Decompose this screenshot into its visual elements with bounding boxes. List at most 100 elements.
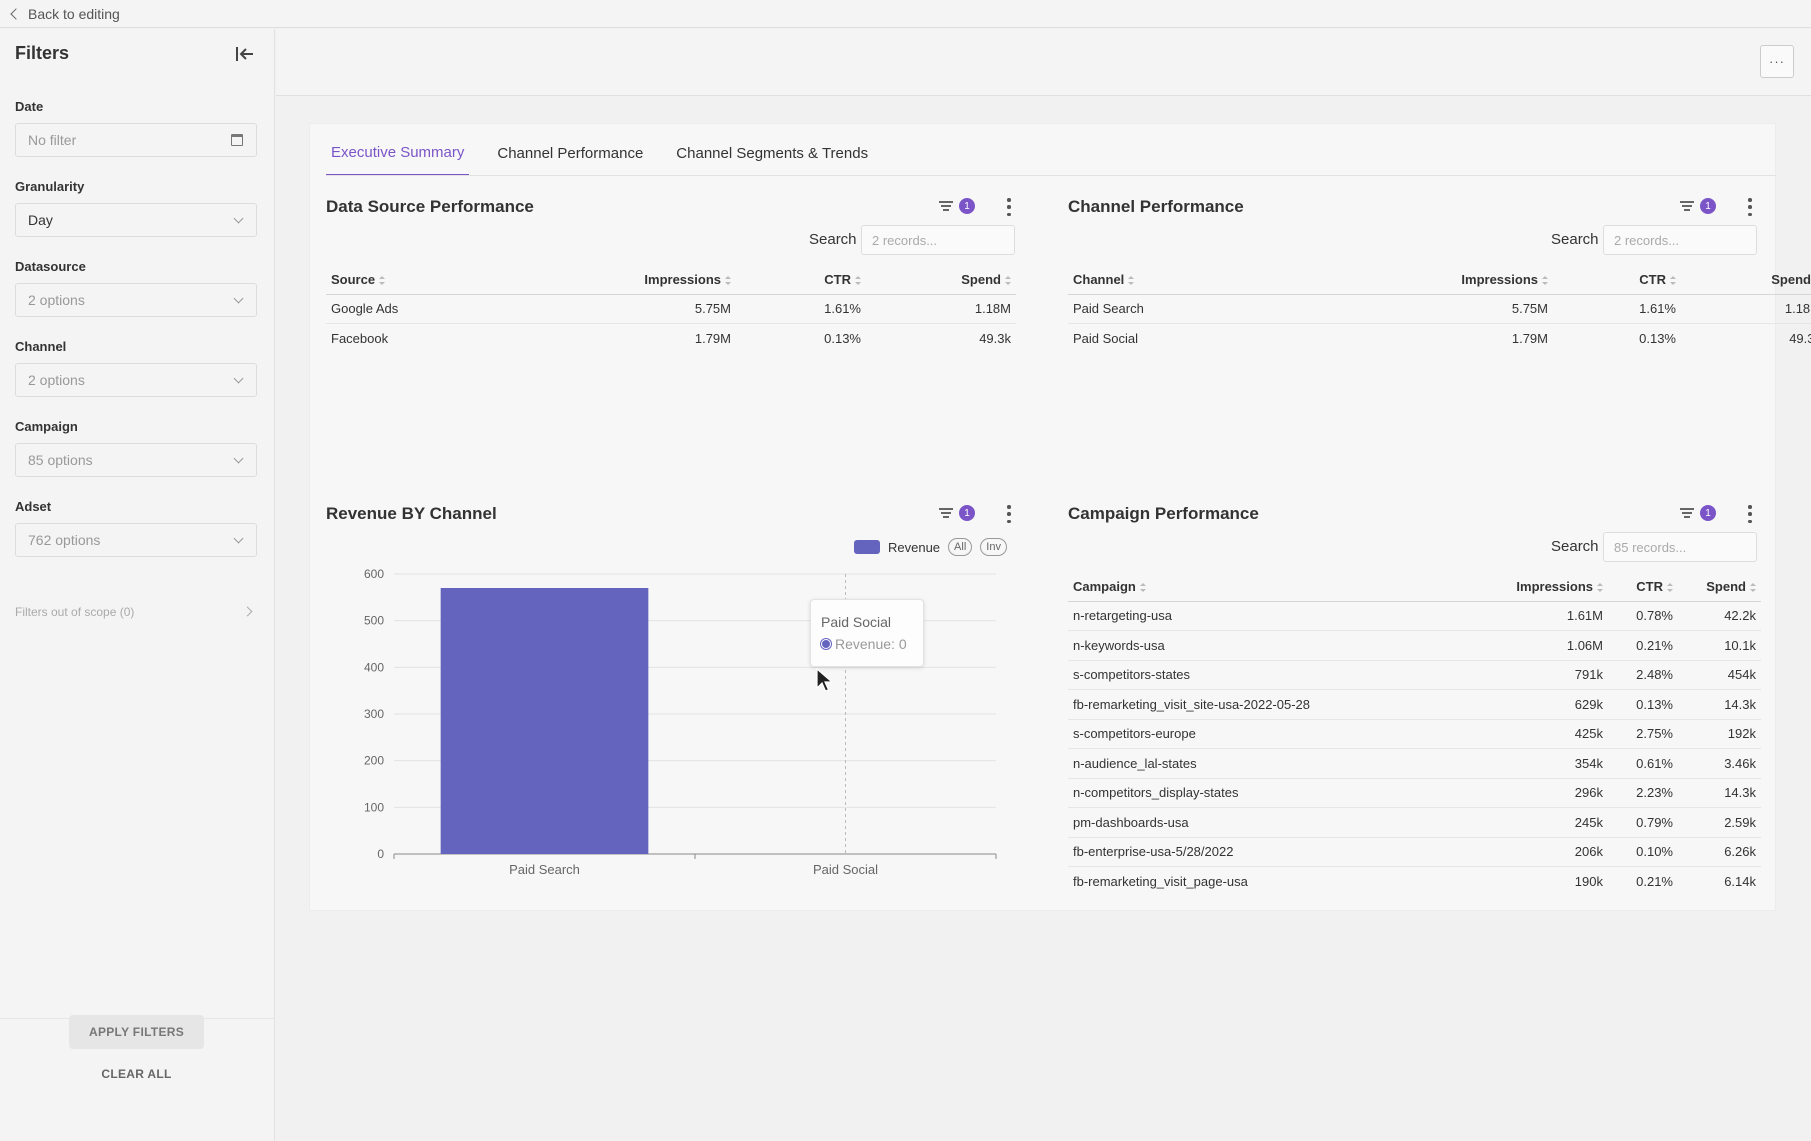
date-filter-input[interactable]: No filter	[15, 123, 257, 157]
data-source-menu-icon[interactable]	[1007, 198, 1011, 216]
tab-channel-segments-trends[interactable]: Channel Segments & Trends	[676, 144, 869, 162]
metric-cell: 245k	[1448, 807, 1608, 838]
metric-cell: 454k	[1678, 660, 1761, 690]
sort-icon	[1597, 582, 1603, 592]
campaign-menu-icon[interactable]	[1748, 505, 1752, 523]
metric-cell: 0.79%	[1608, 807, 1678, 838]
column-header-channel[interactable]: Channel	[1068, 265, 1328, 295]
table-row: fb-enterprise-usa-5/28/2022 206k 0.10% 6.26…	[1068, 837, 1761, 867]
channel-select[interactable]: 2 options	[15, 363, 257, 397]
sort-icon	[1128, 275, 1135, 285]
y-tick-label: 300	[364, 707, 384, 721]
legend-swatch-revenue[interactable]	[854, 540, 880, 554]
campaign-filter-indicator[interactable]: 1	[1680, 505, 1716, 521]
adset-select[interactable]: 762 options	[15, 523, 257, 557]
clear-all-button[interactable]: CLEAR ALL	[101, 1067, 172, 1081]
back-to-editing-link[interactable]: Back to editing	[8, 6, 120, 22]
filter-icon	[1680, 200, 1694, 212]
legend-label-revenue: Revenue	[888, 539, 941, 555]
chevron-left-icon	[10, 7, 22, 20]
chart-legend: Revenue All Inv	[854, 538, 1007, 556]
table-row: n-keywords-usa 1.06M 0.21% 10.1k	[1068, 630, 1761, 661]
tooltip-series-dot	[821, 639, 831, 649]
chart-tooltip: Paid Social Revenue: 0	[810, 599, 924, 667]
column-header-spend[interactable]: Spend	[1678, 572, 1761, 602]
table-row: fb-remarketing_visit_site-usa-2022-05-28…	[1068, 689, 1761, 720]
campaign-search-input[interactable]: 85 records...	[1603, 532, 1757, 562]
column-header-spend[interactable]: Spend	[866, 265, 1016, 295]
metric-cell: 791k	[1448, 660, 1608, 690]
campaign-select[interactable]: 85 options	[15, 443, 257, 477]
legend-all-button[interactable]: All	[948, 538, 973, 556]
column-header-campaign[interactable]: Campaign	[1068, 572, 1448, 602]
channel-filter-label: Channel	[15, 339, 67, 354]
sort-icon	[1670, 275, 1676, 285]
data-source-search-label: Search	[809, 231, 857, 248]
filters-out-of-scope[interactable]: Filters out of scope (0)	[15, 605, 255, 619]
metric-cell: 1.61M	[1448, 601, 1608, 631]
column-header-source[interactable]: Source	[326, 265, 556, 295]
y-tick-label: 200	[364, 754, 384, 768]
table-row: fb-remarketing_visit_page-usa 190k 0.21% 6.…	[1068, 867, 1761, 897]
channel-search-input[interactable]: 2 records...	[1603, 225, 1757, 255]
campaign-name-cell: n-keywords-usa	[1068, 630, 1448, 661]
column-header-ctr[interactable]: CTR	[1553, 265, 1681, 295]
tooltip-value: Revenue: 0	[835, 636, 907, 652]
metric-cell: 192k	[1678, 719, 1761, 749]
datasource-select[interactable]: 2 options	[15, 283, 257, 317]
table-row: s-competitors-europe 425k 2.75% 192k	[1068, 719, 1761, 749]
metric-cell: 6.26k	[1678, 837, 1761, 867]
adset-filter-label: Adset	[15, 499, 52, 514]
data-source-filter-indicator[interactable]: 1	[939, 198, 975, 214]
data-source-search-input[interactable]: 2 records...	[861, 225, 1015, 255]
revenue-by-channel-title: Revenue BY Channel	[326, 504, 497, 523]
revenue-menu-icon[interactable]	[1007, 505, 1011, 523]
data-source-table: Source Impressions CTR Spend Google Ads 5…	[326, 265, 1016, 353]
metric-cell: 2.23%	[1608, 778, 1678, 808]
back-label: Back to editing	[28, 5, 120, 22]
channel-performance-title: Channel Performance	[1068, 197, 1244, 216]
filter-icon	[1680, 507, 1694, 519]
sort-icon	[725, 275, 731, 285]
campaign-search-label: Search	[1551, 538, 1599, 555]
column-header-impressions[interactable]: Impressions	[1328, 265, 1553, 295]
column-header-impressions[interactable]: Impressions	[556, 265, 736, 295]
sort-icon	[379, 275, 386, 285]
column-header-ctr[interactable]: CTR	[736, 265, 866, 295]
channel-filter-indicator[interactable]: 1	[1680, 198, 1716, 214]
tabs-divider	[326, 175, 1776, 176]
metric-cell: 296k	[1448, 778, 1608, 808]
column-header-spend[interactable]: Spend	[1681, 265, 1811, 295]
top-bar: Back to editing	[0, 0, 1811, 28]
table-row: pm-dashboards-usa 245k 0.79% 2.59k	[1068, 807, 1761, 838]
table-row: Facebook 1.79M 0.13% 49.3k	[331, 331, 1011, 346]
chevron-down-icon	[233, 373, 244, 384]
y-tick-label: 400	[364, 660, 384, 674]
sort-icon	[1139, 582, 1146, 592]
collapse-sidebar-icon[interactable]	[234, 45, 254, 63]
channel-menu-icon[interactable]	[1748, 198, 1752, 216]
data-source-performance-title: Data Source Performance	[326, 197, 534, 216]
more-options-button[interactable]: ···	[1760, 45, 1794, 78]
metric-cell: 0.10%	[1608, 837, 1678, 867]
campaign-name-cell: fb-enterprise-usa-5/28/2022	[1068, 837, 1448, 867]
datasource-value: 2 options	[28, 292, 85, 308]
granularity-filter-label: Granularity	[15, 179, 85, 194]
column-header-ctr[interactable]: CTR	[1608, 572, 1678, 602]
chevron-down-icon	[233, 533, 244, 544]
metric-cell: 2.59k	[1678, 807, 1761, 838]
channel-search-label: Search	[1551, 231, 1599, 248]
revenue-filter-indicator[interactable]: 1	[939, 505, 975, 521]
tab-executive-summary[interactable]: Executive Summary	[326, 130, 470, 176]
tab-channel-performance[interactable]: Channel Performance	[497, 144, 644, 162]
metric-cell: 3.46k	[1678, 748, 1761, 779]
filter-icon	[939, 200, 953, 212]
metric-cell: 10.1k	[1678, 630, 1761, 661]
filter-count-badge: 1	[1700, 198, 1716, 214]
legend-invert-button[interactable]: Inv	[980, 538, 1007, 556]
y-tick-label: 100	[364, 800, 384, 814]
granularity-select[interactable]: Day	[15, 203, 257, 237]
campaign-name-cell: fb-remarketing_visit_site-usa-2022-05-28	[1068, 689, 1448, 720]
apply-filters-button[interactable]: APPLY FILTERS	[69, 1015, 204, 1049]
column-header-impressions[interactable]: Impressions	[1448, 572, 1608, 602]
